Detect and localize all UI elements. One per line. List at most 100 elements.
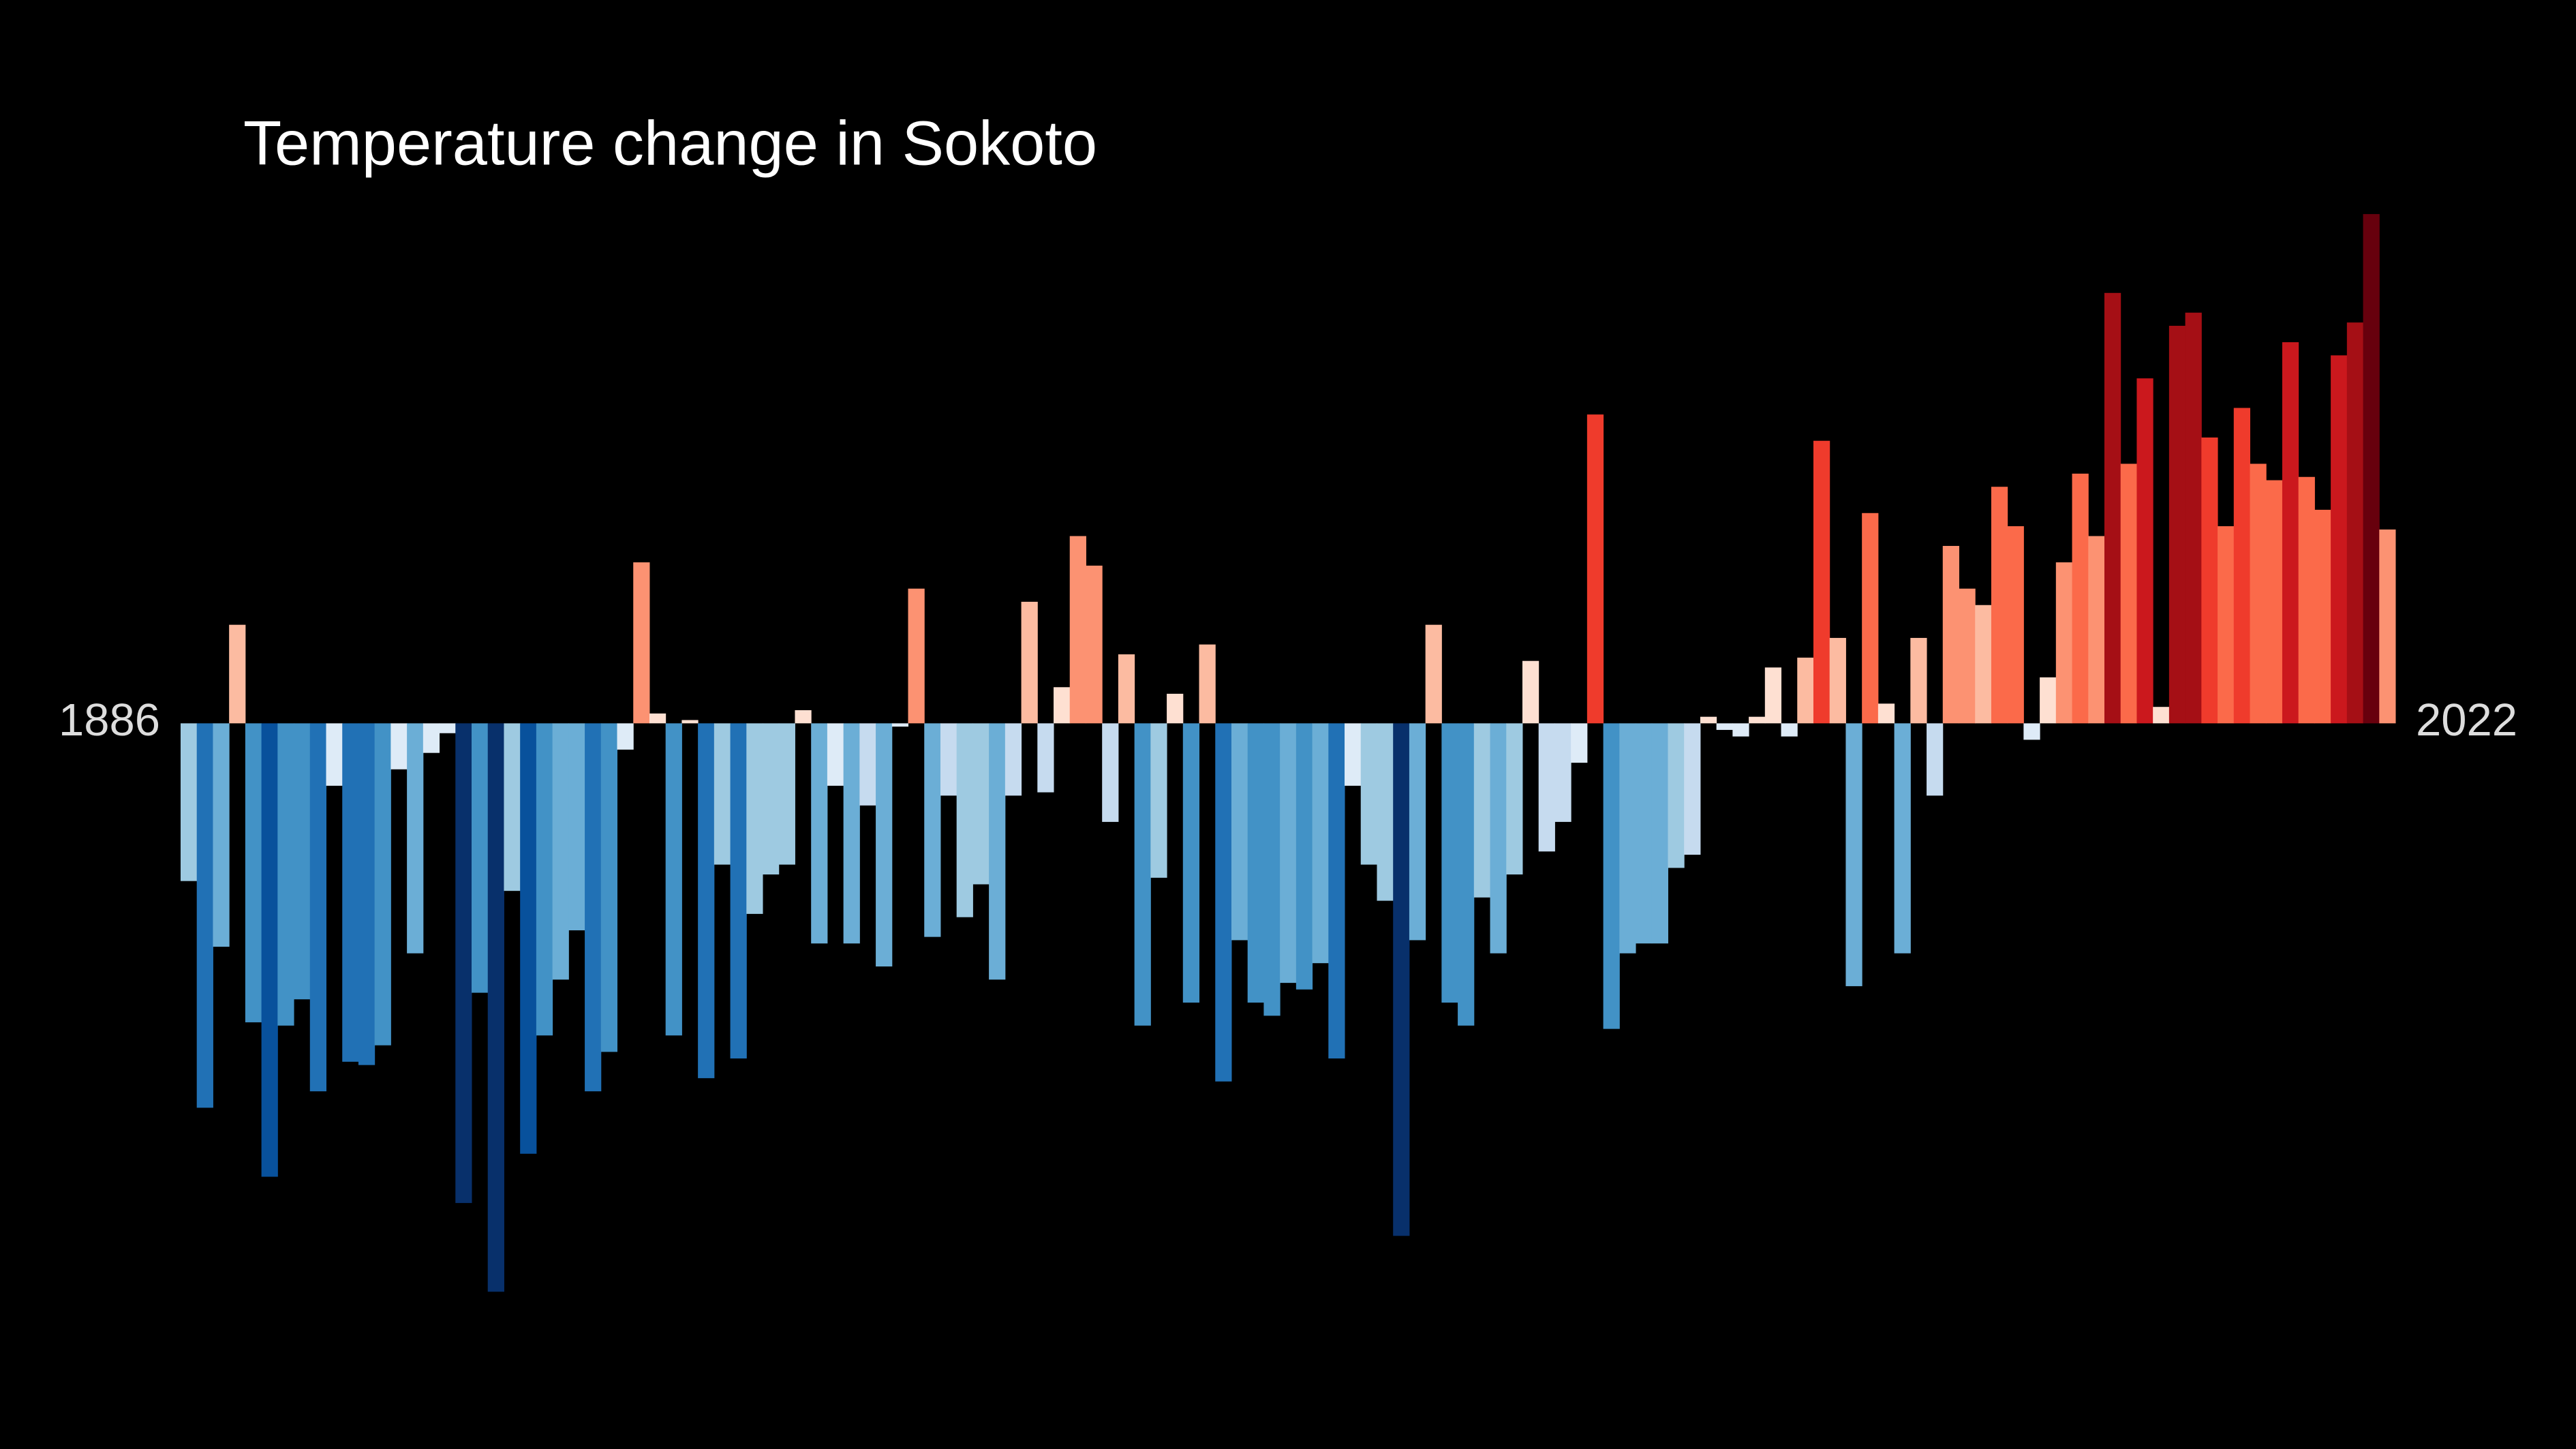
bar [778, 723, 795, 865]
bar [1473, 723, 1491, 898]
bar [1845, 723, 1862, 986]
bar [2363, 214, 2380, 724]
bar [1991, 487, 2008, 724]
bar [1959, 588, 1976, 724]
bar [908, 588, 925, 724]
bar [1150, 723, 1167, 878]
bar [1021, 601, 1038, 724]
bar [568, 723, 585, 930]
bar [714, 723, 731, 865]
bar [1781, 723, 1798, 737]
bar [1829, 637, 1846, 724]
bar [1894, 723, 1911, 954]
bar [1506, 723, 1523, 875]
bar [229, 624, 246, 724]
bar [585, 723, 602, 1092]
x-tick-label: 1886 [59, 695, 160, 746]
bar [989, 723, 1006, 980]
bar [2266, 480, 2283, 724]
bar [390, 723, 408, 769]
bar [504, 723, 521, 891]
bar [1619, 723, 1636, 954]
bar [2072, 473, 2089, 724]
bar [1005, 723, 1022, 796]
bar [876, 723, 893, 967]
bar [1538, 723, 1555, 852]
bar [1069, 536, 1086, 724]
bar [181, 723, 198, 881]
bar [2153, 707, 2170, 724]
bar [843, 723, 860, 944]
bar [2185, 312, 2202, 724]
bar [1118, 654, 1135, 724]
bar [1263, 723, 1281, 1016]
bar [2136, 378, 2153, 724]
bar [1247, 723, 1264, 1003]
bar [633, 562, 650, 724]
bar [1086, 565, 1103, 724]
bar [2120, 463, 2137, 724]
bar [2104, 292, 2121, 724]
bar [1441, 723, 1458, 1003]
bar [1295, 723, 1313, 990]
bar [1975, 605, 1992, 724]
bar [1942, 545, 1959, 724]
bar [552, 723, 569, 980]
bar [1393, 723, 1410, 1236]
bar [358, 723, 375, 1065]
bar [1167, 693, 1184, 724]
bar [1280, 723, 1297, 983]
bar [1764, 667, 1782, 724]
bar [811, 723, 828, 944]
bar [1668, 723, 1685, 868]
x-tick-label: 2022 [2416, 695, 2517, 746]
bar [1927, 723, 1944, 796]
bar [2233, 408, 2250, 724]
bar [1910, 637, 1927, 724]
bar [2298, 476, 2315, 724]
bar [326, 723, 343, 786]
bar [2168, 326, 2186, 724]
bar [1312, 723, 1329, 964]
chart-title: Temperature change in Sokoto [243, 108, 1097, 178]
bar [649, 713, 666, 724]
bar [1102, 723, 1119, 822]
bar [763, 723, 780, 875]
bar [1134, 723, 1151, 1026]
bar [309, 723, 327, 1092]
bar [342, 723, 359, 1062]
bar [213, 723, 230, 947]
bar [1586, 414, 1604, 724]
bar [2055, 562, 2073, 724]
bar [2331, 355, 2348, 724]
bar [245, 723, 262, 1022]
bar [617, 723, 634, 750]
bar [956, 723, 973, 917]
bar [1345, 723, 1362, 786]
bar [698, 723, 715, 1078]
bar [1603, 723, 1620, 1029]
bar [891, 723, 909, 727]
bar [730, 723, 747, 1058]
bar [859, 723, 876, 806]
bar [536, 723, 553, 1036]
bar [1636, 723, 1653, 944]
bar [2314, 509, 2331, 724]
bar [1877, 703, 1895, 724]
bar [2250, 463, 2267, 724]
bar [1425, 624, 1442, 724]
bar [1377, 723, 1394, 901]
bar [277, 723, 294, 1026]
bar [439, 723, 456, 733]
bar [1037, 723, 1054, 793]
bar [472, 723, 489, 993]
bar [520, 723, 537, 1154]
bar [487, 723, 504, 1292]
bar [1328, 723, 1345, 1058]
bar [681, 720, 699, 724]
bar [2346, 322, 2364, 724]
bar [1862, 513, 1879, 724]
bar [1215, 723, 1232, 1082]
bar [1231, 723, 1248, 941]
